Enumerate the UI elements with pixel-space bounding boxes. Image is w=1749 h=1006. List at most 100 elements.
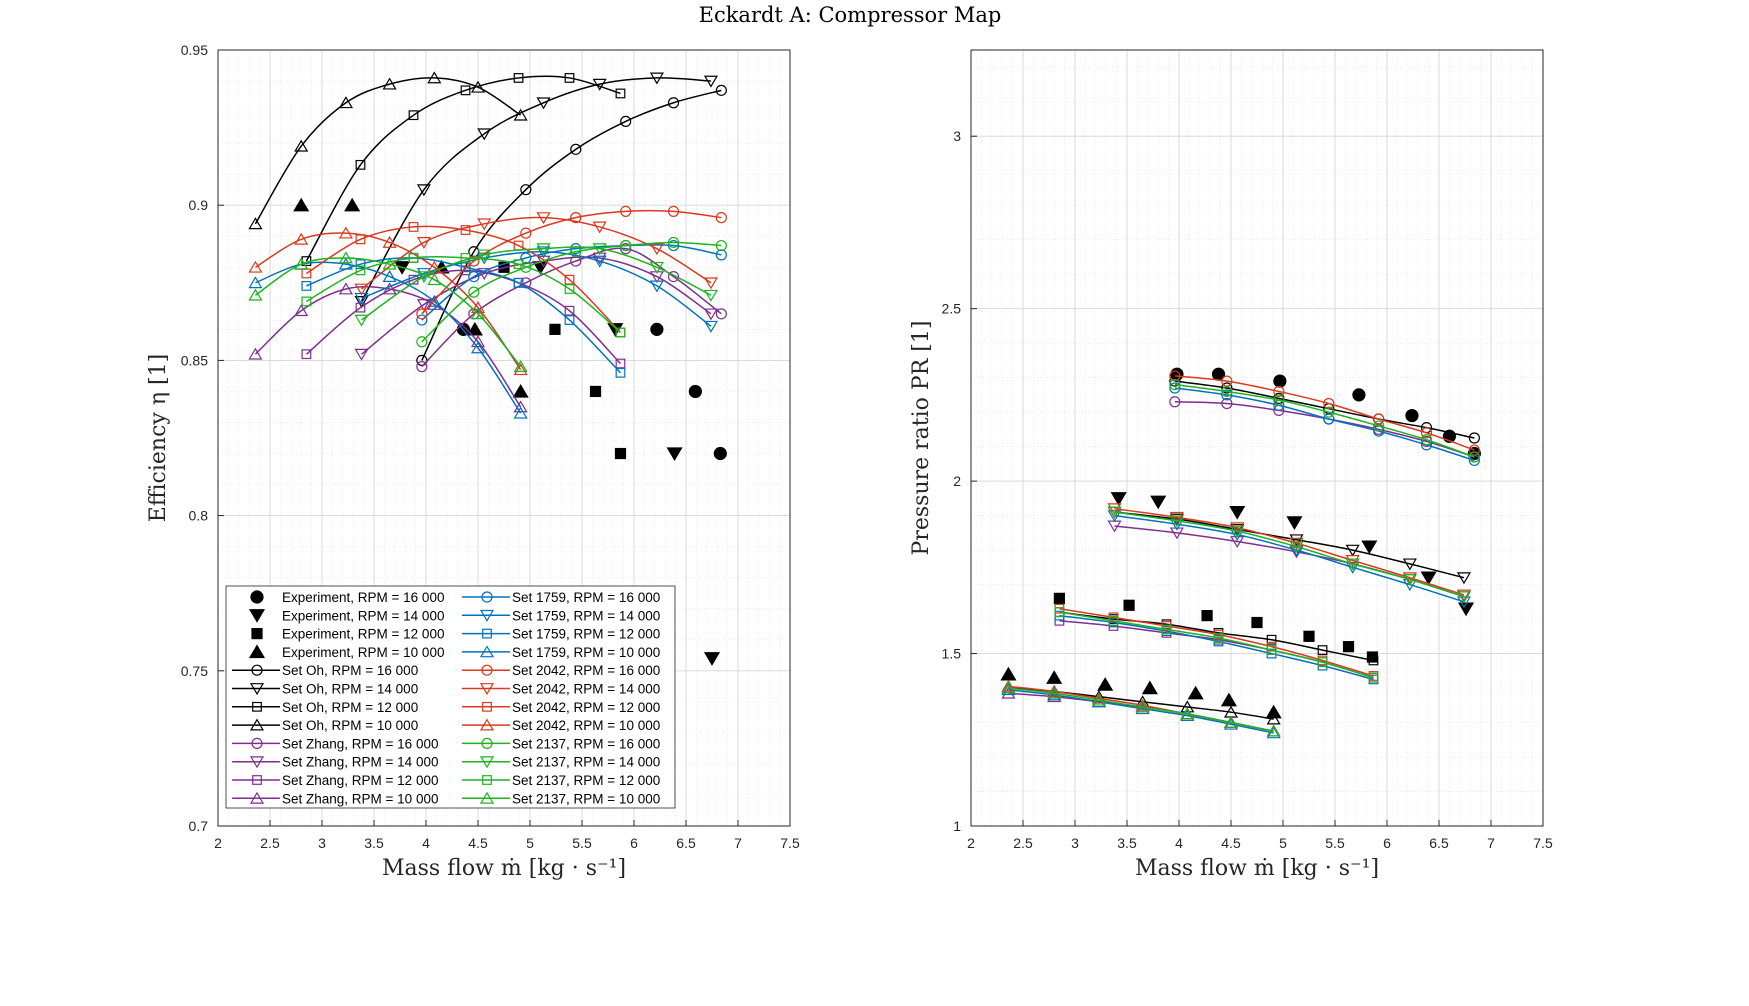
series-line: [1059, 611, 1374, 679]
series-line: [1059, 607, 1374, 677]
data-point: [536, 246, 551, 259]
data-point: [344, 197, 361, 212]
data-point: [592, 255, 607, 268]
x-tick-label: 5.5: [1325, 835, 1345, 851]
data-point: [1456, 591, 1472, 604]
data-point: [301, 296, 312, 307]
series-experiment-12000: [1053, 592, 1379, 663]
series-line: [305, 225, 622, 333]
data-point: [1213, 633, 1224, 643]
series-line: [1174, 375, 1475, 451]
y-tick-label: 0.75: [181, 663, 208, 679]
x-tick-label: 4.5: [468, 835, 488, 851]
legend-label: Set Zhang, RPM = 16 000: [282, 736, 438, 751]
data-point: [1266, 645, 1277, 656]
data-point: [338, 226, 353, 239]
data-point: [1091, 695, 1106, 708]
series-line: [1059, 614, 1374, 681]
data-point: [703, 308, 719, 321]
legend-item: Set Zhang, RPM = 14 000: [232, 755, 438, 770]
plot-area: [971, 50, 1543, 826]
legend-label: Set 2137, RPM = 10 000: [512, 791, 660, 806]
data-point: [460, 225, 471, 235]
series-line: [361, 216, 712, 290]
axes-box: [217, 49, 791, 827]
data-point: [512, 383, 529, 398]
legend-item: Set Zhang, RPM = 12 000: [232, 773, 438, 788]
x-tick-label: 5: [1279, 835, 1287, 851]
legend-label: Set Zhang, RPM = 12 000: [282, 773, 438, 788]
data-point: [1266, 724, 1281, 737]
series-set-2042-16000: [416, 205, 727, 320]
data-point: [513, 73, 524, 83]
data-point: [294, 304, 309, 317]
data-point: [416, 237, 431, 250]
data-point: [1001, 679, 1016, 692]
data-point: [570, 212, 582, 224]
y-tick-label: 2: [953, 473, 961, 489]
legend-label: Set 1759, RPM = 10 000: [512, 645, 660, 660]
series-set-2042-16000: [1169, 370, 1480, 456]
data-point: [1169, 518, 1184, 531]
data-point: [1289, 541, 1304, 554]
data-point: [354, 283, 369, 296]
data-point: [1150, 495, 1167, 510]
series-line: [305, 75, 621, 262]
data-point: [355, 159, 366, 170]
series-line: [1059, 611, 1374, 662]
data-point: [1047, 684, 1062, 697]
data-point: [1317, 657, 1328, 668]
data-point: [1108, 615, 1119, 626]
data-point: [294, 139, 309, 152]
data-point: [1468, 432, 1480, 444]
data-point: [248, 288, 263, 301]
data-point: [667, 270, 680, 283]
legend-label: Set 2042, RPM = 10 000: [512, 718, 660, 733]
data-point: [615, 327, 626, 338]
series-line: [1114, 507, 1465, 596]
legend-label: Set 1759, RPM = 16 000: [512, 590, 660, 605]
x-tick-label: 3.5: [364, 835, 384, 851]
data-point: [649, 72, 664, 85]
data-point: [1107, 503, 1122, 516]
data-point: [1230, 525, 1245, 538]
legend-marker: [479, 645, 495, 658]
data-point: [1229, 505, 1246, 520]
data-point: [1169, 515, 1184, 528]
series-line: [255, 257, 522, 368]
data-point: [427, 273, 442, 286]
series-line: [421, 247, 722, 368]
legend-item: Set Zhang, RPM = 10 000: [232, 791, 438, 806]
data-point: [513, 259, 524, 270]
series-line: [361, 246, 712, 321]
data-point: [520, 184, 532, 196]
series-set-zhang-16000: [416, 243, 727, 373]
data-point: [1091, 693, 1106, 706]
legend-label: Set 2042, RPM = 14 000: [512, 682, 660, 697]
data-point: [570, 255, 582, 267]
data-point: [416, 308, 428, 320]
series-set-2137-14000: [1107, 506, 1472, 604]
data-point: [1170, 367, 1184, 381]
series-set-2137-10000: [1001, 681, 1281, 737]
data-point: [1402, 558, 1417, 571]
data-point: [1091, 691, 1106, 704]
data-point: [1289, 534, 1304, 547]
series-experiment-10000: [1000, 666, 1282, 719]
data-point: [715, 249, 727, 261]
data-point: [1420, 434, 1433, 446]
x-tick-label: 5: [526, 835, 534, 851]
data-point: [1097, 677, 1114, 691]
x-tick-label: 4.5: [1221, 835, 1241, 851]
data-point: [620, 115, 632, 127]
data-point: [564, 305, 575, 316]
legend-item: Set 2137, RPM = 16 000: [462, 736, 660, 751]
legend-label: Set 2042, RPM = 16 000: [512, 663, 660, 678]
legend-marker: [481, 737, 493, 750]
data-point: [1323, 406, 1335, 418]
legend-label: Set 2137, RPM = 12 000: [512, 773, 660, 788]
data-point: [564, 73, 575, 83]
legend-item: Set 1759, RPM = 10 000: [462, 645, 660, 660]
x-tick-label: 6.5: [1429, 835, 1449, 851]
